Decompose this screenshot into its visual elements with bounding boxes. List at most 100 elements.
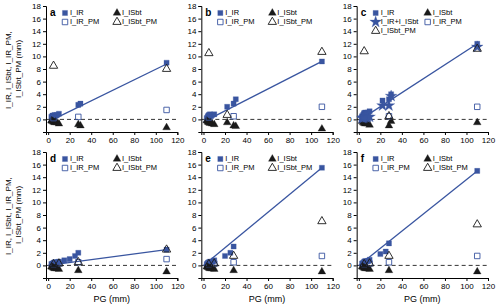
tick-mark (198, 165, 201, 166)
legend-label: I_ISbt_PM (122, 17, 157, 26)
legend-symbol (218, 165, 223, 170)
tick-label: 12 (32, 186, 41, 195)
legend-label: I_IR (381, 154, 395, 163)
plot-area (357, 168, 488, 274)
axis-line (198, 153, 202, 279)
legend-item: I_IR (218, 8, 240, 17)
point (473, 44, 481, 51)
tick-label: 18 (32, 2, 41, 11)
tick-mark (203, 278, 204, 281)
tick: 100 (305, 132, 319, 145)
tick: 0 (46, 132, 51, 145)
tick-mark (354, 253, 357, 254)
legend-label: I_IR (381, 8, 395, 17)
tick-label: 14 (187, 173, 196, 182)
tick: 100 (305, 278, 319, 291)
tick-label: 2 (347, 249, 352, 258)
tick-label: 20 (376, 136, 385, 145)
tick-mark (91, 278, 92, 281)
tick: 120 (482, 132, 496, 145)
tick: 18 (32, 2, 46, 11)
tick-label: 12 (343, 40, 352, 49)
legend-item: I_IR (373, 154, 395, 163)
tick: 16 (32, 161, 46, 170)
y-axis: 024681012141618 (343, 2, 357, 132)
point (378, 252, 383, 257)
panel-label: e (205, 153, 211, 164)
panel: 020406080100120024681012141618cI_IRI_ISb… (343, 2, 496, 145)
point (475, 168, 480, 173)
legend-symbol (218, 10, 223, 15)
tick: 40 (398, 132, 407, 145)
tick-mark (177, 132, 178, 135)
tick: 8 (37, 65, 46, 74)
line (357, 119, 488, 120)
plot-area (201, 165, 332, 274)
legend-item: I_IR (218, 154, 240, 163)
tick-label: 10 (187, 52, 196, 61)
tick: 60 (109, 278, 118, 291)
tick: 8 (347, 211, 356, 220)
point (231, 114, 236, 119)
tick-label: 20 (66, 136, 75, 145)
legend-symbol (373, 156, 378, 161)
tick-label: 8 (347, 65, 352, 74)
legend-symbol (424, 9, 432, 16)
point (318, 267, 326, 274)
point (474, 253, 479, 258)
tick: 10 (343, 52, 357, 61)
tick-label: 12 (187, 186, 196, 195)
tick: 10 (32, 198, 46, 207)
tick-mark (423, 278, 424, 281)
panel-label: f (361, 153, 365, 164)
line (46, 119, 177, 120)
tick-mark (198, 202, 201, 203)
x-axis: 020406080100120 (46, 132, 185, 145)
point (231, 260, 236, 265)
tick: 0 (357, 278, 362, 291)
tick-mark (43, 240, 46, 241)
tick-mark (198, 228, 201, 229)
y-axis-title: I_IR, I_ISbt, I_IR_PM, I_ISbt_PM (mm) (4, 175, 23, 255)
tick-label: 8 (192, 65, 197, 74)
series-points (358, 262, 481, 274)
series-points (51, 107, 170, 121)
y-axis: 024681012141618 (187, 148, 201, 278)
point (232, 122, 240, 129)
tick: 18 (187, 2, 201, 11)
series-points (358, 117, 481, 128)
tick-label: 120 (482, 136, 496, 145)
tick: 120 (171, 132, 185, 145)
legend-item: I_IR+I_ISbt (370, 16, 419, 27)
point (223, 118, 231, 125)
tick-mark (359, 278, 360, 281)
tick: 14 (32, 173, 46, 182)
tick: 6 (347, 224, 356, 233)
tick-mark (43, 69, 46, 70)
legend-item: I_IR_PM (62, 163, 99, 172)
tick: 0 (192, 261, 201, 270)
tick-label: 20 (221, 136, 230, 145)
tick-label: 60 (264, 136, 273, 145)
tick-mark (466, 278, 467, 281)
panel-label: a (50, 7, 56, 18)
tick-mark (198, 82, 201, 83)
legend-symbol (372, 26, 380, 33)
tick-mark (290, 132, 291, 135)
tick: 16 (343, 161, 357, 170)
tick: 6 (347, 78, 356, 87)
plot-area (46, 245, 177, 274)
tick-label: 14 (343, 173, 352, 182)
legend-label: I_IR_PM (225, 163, 254, 172)
tick: 100 (150, 132, 164, 145)
series-points (205, 216, 326, 266)
x-axis: 020406080100120 (46, 278, 185, 291)
legend-label: I_ISbt_PM (381, 26, 416, 35)
tick-label: 4 (347, 90, 352, 99)
point (319, 104, 324, 109)
tick-label: 14 (32, 173, 41, 182)
figure: 020406080100120024681012141618aI_IRI_ISb… (0, 0, 500, 308)
tick: 0 (347, 115, 356, 124)
tick: 40 (243, 132, 252, 145)
point (56, 111, 61, 116)
